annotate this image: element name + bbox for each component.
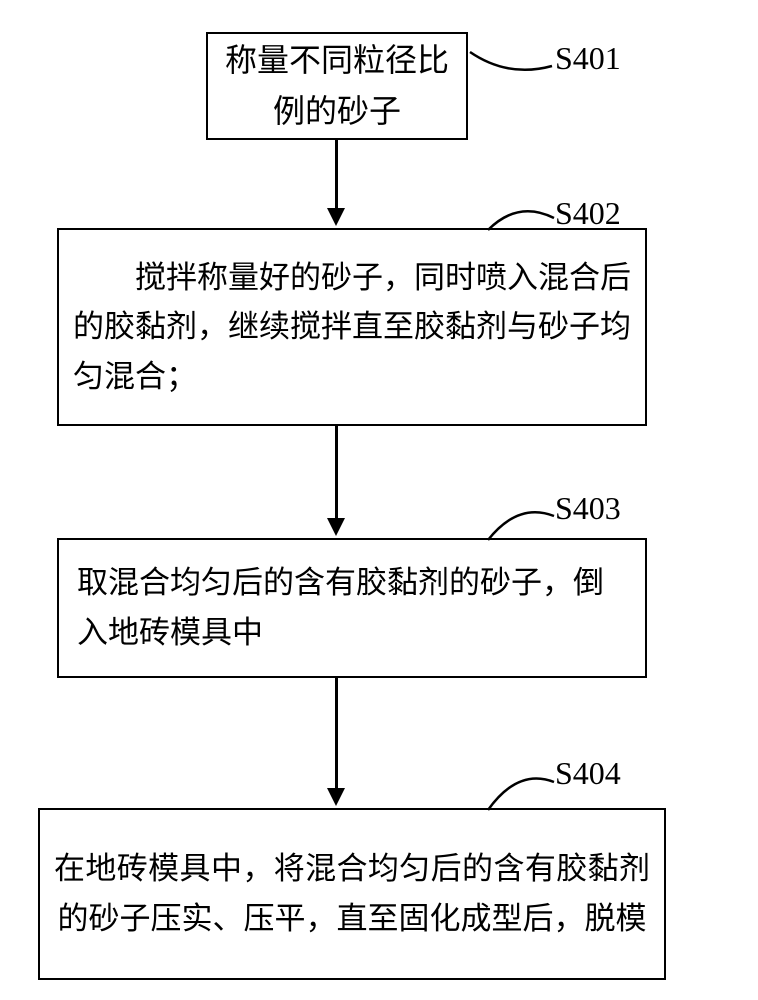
flow-node-text: 搅拌称量好的砂子，同时喷入混合后的胶黏剂，继续搅拌直至胶黏剂与砂子均匀混合； [73, 253, 631, 402]
flow-node-s402: 搅拌称量好的砂子，同时喷入混合后的胶黏剂，继续搅拌直至胶黏剂与砂子均匀混合； [57, 228, 647, 426]
flow-edge [335, 678, 338, 790]
flow-edge [335, 426, 338, 520]
flow-node-text: 在地砖模具中，将混合均匀后的含有胶黏剂的砂子压实、压平，直至固化成型后，脱模 [54, 844, 650, 943]
flow-node-text: 取混合均匀后的含有胶黏剂的砂子，倒入地砖模具中 [77, 558, 627, 657]
flow-node-s401: 称量不同粒径比例的砂子 [206, 32, 468, 140]
step-label-s401: S401 [555, 40, 621, 77]
step-label-s404: S404 [555, 755, 621, 792]
flow-node-text: 称量不同粒径比例的砂子 [222, 35, 452, 137]
callout-curve [468, 38, 558, 78]
callout-curve [486, 766, 560, 812]
step-label-s403: S403 [555, 490, 621, 527]
step-label-s402: S402 [555, 195, 621, 232]
flow-node-s404: 在地砖模具中，将混合均匀后的含有胶黏剂的砂子压实、压平，直至固化成型后，脱模 [38, 808, 666, 980]
arrow-head-icon [327, 208, 345, 226]
arrow-head-icon [327, 518, 345, 536]
callout-curve [486, 500, 560, 542]
flow-node-s403: 取混合均匀后的含有胶黏剂的砂子，倒入地砖模具中 [57, 538, 647, 678]
arrow-head-icon [327, 788, 345, 806]
flowchart-canvas: 称量不同粒径比例的砂子 S401 搅拌称量好的砂子，同时喷入混合后的胶黏剂，继续… [0, 0, 758, 1000]
flow-edge [335, 140, 338, 210]
